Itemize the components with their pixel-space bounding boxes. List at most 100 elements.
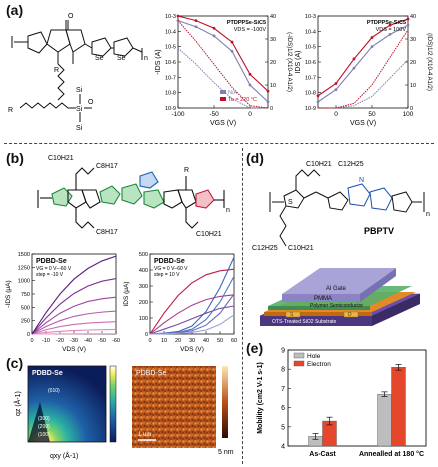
- y2-tick-label: 0: [410, 106, 413, 112]
- y2-axis-label: (-IDS)1/2 (X10-4 A1/2): [286, 32, 292, 92]
- x-axis-label: VDS (V): [62, 346, 86, 353]
- y-tick-label: 1250: [18, 265, 30, 271]
- y-tick-label: 1000: [18, 279, 30, 285]
- series-log-point: [406, 17, 410, 21]
- panel-letter-a: (a): [6, 2, 24, 18]
- y-tick-label: 500: [21, 305, 30, 311]
- y-axis-label: IDS (μA): [123, 281, 130, 306]
- electrode-drain: D: [348, 312, 352, 318]
- x-tick-label: 100: [403, 111, 414, 118]
- label-c8h17-bottom: C8H17: [96, 229, 118, 236]
- y2-tick-label: 0: [270, 106, 273, 112]
- y2-tick-label: 10: [270, 83, 276, 89]
- x-tick-label: 40: [203, 338, 209, 344]
- repeat-n: n: [144, 55, 148, 62]
- y-tick-label: 10-5: [305, 45, 316, 51]
- y-tick-label: 0: [145, 332, 148, 338]
- output-chart-b-left: 0 -10 -20 -30 -40 -50 -60 0 250 500 750 1000 1250 150…: [5, 252, 120, 353]
- label-c12h25-d-top: C12H25: [338, 161, 364, 168]
- structure-a: O Se Se n R R Si Si Si O: [8, 13, 148, 132]
- x-tick-label: -40: [84, 338, 92, 344]
- bar-hole-1: [377, 393, 392, 447]
- y2-tick-label: 30: [410, 37, 416, 43]
- y2-tick-label: 30: [270, 37, 276, 43]
- y2-tick-label: 10: [410, 83, 416, 89]
- y-tick-label: 10-5: [165, 45, 176, 51]
- layer-polymer: Polymer Semiconductor: [310, 303, 363, 309]
- y-tick-label: 7: [281, 386, 285, 393]
- series-log-point: [316, 94, 320, 98]
- x-tick-label: -50: [209, 111, 219, 118]
- transfer-chart-a-left: -100 -50 0 10-3 10-4 10-5 10-6 10-7 10-8 10-9 0 10 2…: [155, 14, 292, 127]
- series-log-point: [352, 66, 356, 70]
- structure-b: C10H21 C8H17 R n C8H17 C10H21: [37, 155, 230, 238]
- x-tick-label: 0: [334, 111, 338, 118]
- y-tick-label: 10-9: [305, 106, 316, 112]
- y-tick-label: 300: [139, 284, 148, 290]
- y-tick-label: 500: [139, 252, 148, 258]
- y-tick-label: 200: [139, 300, 148, 306]
- x-tick-label: -10: [42, 338, 50, 344]
- legend-entry: N/A: [228, 90, 238, 96]
- chart-condition-1: VG = 0 V–60 V: [154, 266, 188, 272]
- y-tick-label: 10-7: [165, 75, 176, 81]
- y-tick-label: 750: [21, 292, 30, 298]
- series-log-point: [388, 23, 392, 27]
- electrode-source: S: [290, 312, 294, 318]
- label-c10h21-top: C10H21: [48, 155, 74, 162]
- atom-se: Se: [95, 55, 104, 62]
- polymer-name: PBPTV: [364, 226, 394, 236]
- giwaxs-ylabel: qz (Å-1): [13, 391, 22, 416]
- y2-axis-label: (IDS)1/2 (X10-4 A1/2): [426, 33, 432, 91]
- series-log-line-0: [177, 20, 269, 103]
- y-tick-label: 5: [281, 424, 285, 431]
- panel-letter-d: (d): [246, 150, 264, 166]
- series-log-point: [194, 25, 198, 29]
- label-c10h21-d-top: C10H21: [306, 161, 332, 168]
- legend-swatch: [293, 360, 305, 367]
- peak-010: (010): [48, 388, 60, 394]
- plot-frame: [287, 349, 427, 447]
- label-c10h21-bottom: C10H21: [196, 231, 222, 238]
- output-curve-1: [149, 294, 235, 335]
- series-log-point: [388, 33, 392, 36]
- x-tick-label: 0: [248, 111, 252, 118]
- atom-o-si: O: [88, 99, 94, 106]
- label-c10h21-d-bottom: C10H21: [288, 245, 314, 252]
- x-tick-label: -30: [70, 338, 78, 344]
- x-tick-label: 0: [30, 338, 33, 344]
- y-tick-label: 8: [281, 367, 285, 374]
- transfer-chart-a-right: 0 50 100 10-3 10-4 10-5 10-6 10-7 10-8 10-9 0 10 20 3…: [295, 14, 432, 127]
- label-c8h17: C8H17: [96, 163, 118, 170]
- series-log-line-1: [177, 15, 269, 92]
- series-log-point: [194, 19, 198, 22]
- output-curve-1: [31, 328, 117, 335]
- afm-colorbar-label: 5 nm: [218, 449, 234, 456]
- atom-s-d: S: [288, 199, 293, 206]
- x-axis-label: VGS (V): [350, 120, 376, 127]
- device-schematic: S D Al Gate PMMA Polymer Semiconductor O…: [259, 268, 421, 326]
- series-log-line-1: [317, 18, 409, 97]
- legend-swatch: [220, 97, 226, 101]
- chart-condition-2: step = -10 V: [36, 272, 64, 278]
- afm-image: PDBD-Se 1 um 5 nm: [132, 366, 234, 456]
- y-axis-label: -IDS (μA): [5, 280, 12, 307]
- layer-pmma: PMMA: [314, 296, 332, 302]
- series-log-point: [176, 14, 180, 18]
- y-tick-label: 10-6: [165, 60, 176, 66]
- x-tick-label: -50: [98, 338, 106, 344]
- series-log-point: [230, 40, 234, 44]
- y-tick-label: 10-9: [165, 106, 176, 112]
- peak-200: (200): [38, 424, 50, 430]
- legend-entry: Electron: [307, 361, 331, 368]
- x-axis-label: VDS (V): [180, 346, 204, 353]
- y-tick-label: 400: [139, 268, 148, 274]
- series-log-point: [230, 49, 234, 53]
- series-sqrt-line-0: [318, 59, 409, 109]
- series-sqrt-line-1: [318, 29, 409, 109]
- panel-letter-e: (e): [246, 340, 264, 356]
- legend-swatch: [293, 352, 305, 359]
- series-log-point: [266, 89, 270, 93]
- y-tick-label: 10-8: [305, 91, 316, 97]
- giwaxs-xlabel: qxy (Å-1): [50, 451, 78, 460]
